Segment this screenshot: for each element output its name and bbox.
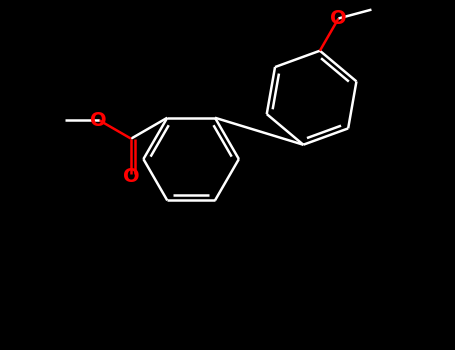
Text: O: O	[91, 111, 107, 130]
Text: O: O	[330, 9, 347, 28]
Text: O: O	[123, 167, 139, 186]
